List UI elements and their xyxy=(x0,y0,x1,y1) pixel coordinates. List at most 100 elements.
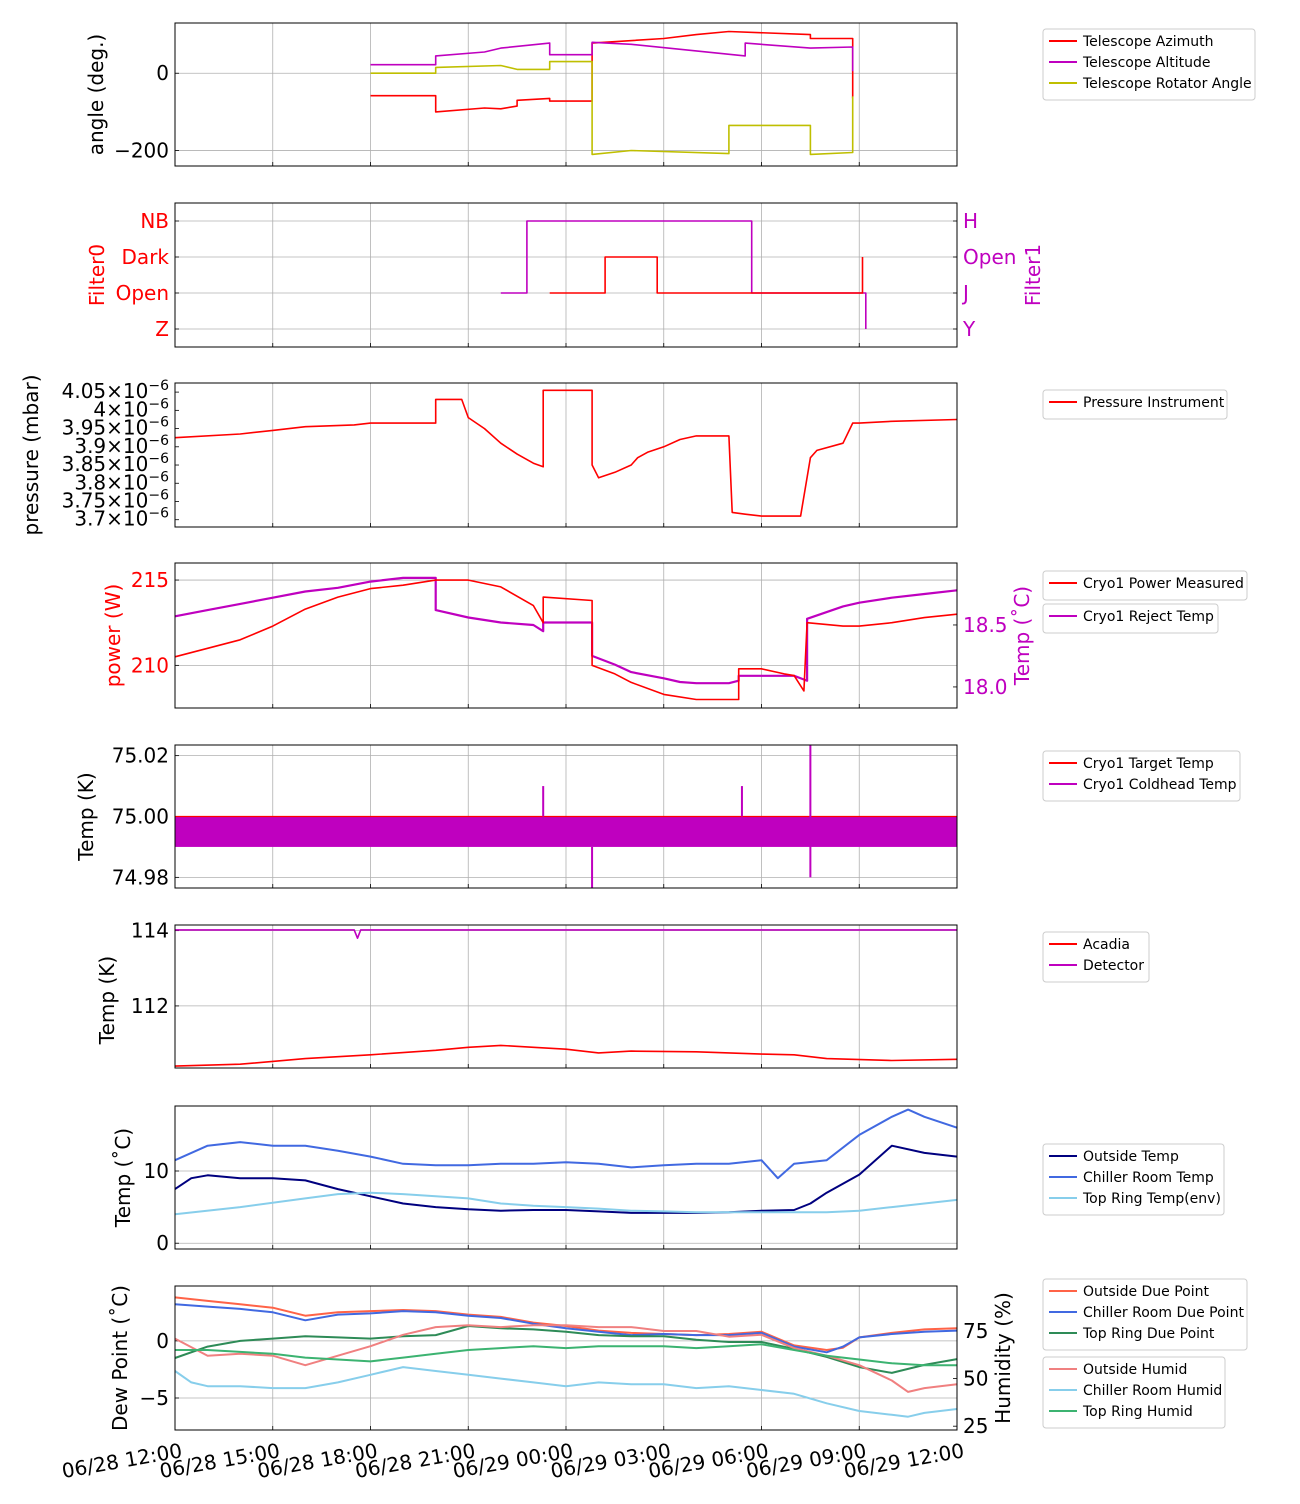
y-tick-label: 4×10−6 xyxy=(93,396,169,421)
axes-frame xyxy=(174,562,958,709)
panel-cryo-power: 210 215 18.0 18.5 power (W) Temp (˚C) Cryo1 Po… xyxy=(101,562,1248,709)
y-axis-label: Temp (K) xyxy=(74,772,98,861)
y-tick-label: 0 xyxy=(156,1329,169,1353)
tick-mantissa: 3.7×10 xyxy=(74,507,148,531)
y-tick-label-filter0: Z xyxy=(155,317,169,341)
legend-label: Cryo1 Power Measured xyxy=(1083,576,1244,592)
series-line-outside-temp xyxy=(174,1144,958,1214)
y-tick-label: −5 xyxy=(140,1386,169,1410)
tick-exponent: −6 xyxy=(148,415,169,431)
y-tick-label: 10 xyxy=(144,1159,169,1183)
tick-exponent: −6 xyxy=(148,396,169,412)
legend-box xyxy=(1042,603,1219,634)
tick-exponent: −6 xyxy=(148,506,169,522)
axes-frame xyxy=(174,1285,958,1431)
legend-label: Telescope Rotator Angle xyxy=(1082,76,1252,92)
series-line-detector xyxy=(175,929,957,940)
y-tick-label-filter1: Y xyxy=(962,317,976,341)
y-tick-label-filter1: J xyxy=(961,281,969,305)
axes-frame xyxy=(174,924,958,1069)
y-axis-label: angle (deg.) xyxy=(84,34,108,156)
series-line-cryo1-power-measured xyxy=(174,579,958,701)
panel-filters: Z Y Open J Dark Open NB H Filter0 Filter1 xyxy=(85,202,1045,348)
tick-mantissa: 4.05×10 xyxy=(62,379,149,403)
y-axis-label-filter0: Filter0 xyxy=(85,244,109,306)
tick-exponent: −6 xyxy=(148,469,169,485)
legend-box xyxy=(1042,28,1256,101)
tick-mantissa: 3.75×10 xyxy=(62,488,149,512)
panel-acadia-detector: 112 114 Temp (K) Acadia Detector xyxy=(95,919,1150,1069)
y-tick-label: 75.02 xyxy=(112,744,169,768)
y-tick-label-temp: 18.0 xyxy=(963,675,1008,699)
axes-frame xyxy=(174,382,958,528)
legend-label: Telescope Azimuth xyxy=(1082,34,1213,50)
y-axis-label-humidity: Humidity (%) xyxy=(991,1292,1015,1424)
y-tick-label-filter0: Open xyxy=(116,281,169,305)
series-line-telescope-azimuth xyxy=(370,30,854,113)
series-line-filter1 xyxy=(500,220,867,329)
y-tick-label: 74.98 xyxy=(112,865,169,889)
legend-box xyxy=(1042,389,1228,420)
panel-dewpoint-humidity: −5 0 25 50 75 Dew Point (˚C) Humidity (%) Outsi… xyxy=(108,1278,1248,1438)
legend-label: Cryo1 Coldhead Temp xyxy=(1083,777,1237,793)
y-axis-label-dewpoint: Dew Point (˚C) xyxy=(108,1285,132,1431)
coldhead-noise-band xyxy=(175,816,957,847)
y-tick-label-humidity: 25 xyxy=(963,1414,988,1438)
y-tick-label-power: 215 xyxy=(131,568,169,592)
y-tick-label-filter0: Dark xyxy=(122,245,170,269)
series-line-outside-humid xyxy=(174,1324,958,1393)
y-tick-label: 3.7×10−6 xyxy=(74,506,169,531)
axes-frame xyxy=(174,22,958,167)
tick-mantissa: 3.9×10 xyxy=(74,434,148,458)
y-tick-label-power: 210 xyxy=(131,653,169,677)
y-tick-label-humidity: 75 xyxy=(963,1319,988,1343)
y-tick-label-filter1: Open xyxy=(963,245,1016,269)
series-line-chiller-room-temp xyxy=(174,1108,958,1180)
tick-exponent: −6 xyxy=(148,487,169,503)
legend-box xyxy=(1042,1278,1248,1351)
series-line-top-ring-humid xyxy=(175,1343,957,1367)
legend-label: Chiller Room Temp xyxy=(1083,1170,1214,1186)
axes-frame xyxy=(174,202,958,348)
y-tick-label: 3.85×10−6 xyxy=(62,451,169,476)
y-tick-label: 3.75×10−6 xyxy=(62,487,169,512)
legend-label: Top Ring Humid xyxy=(1082,1404,1193,1420)
panel-cryo-coldhead: 74.98 75.00 75.02 Temp (K) Cryo1 Target Temp… xyxy=(74,744,1241,889)
y-axis-label-filter1: Filter1 xyxy=(1021,244,1045,306)
axes-frame xyxy=(174,1105,958,1250)
tick-mantissa: 3.8×10 xyxy=(74,470,148,494)
y-tick-label: 112 xyxy=(131,994,169,1018)
series-line-top-ring-temp-env- xyxy=(174,1191,958,1216)
y-tick-label: 4.05×10−6 xyxy=(62,378,169,403)
panel-environment-temps: 0 10 Temp (˚C) Outside Temp Chiller Room Tem… xyxy=(111,1105,1225,1255)
legend-label: Acadia xyxy=(1083,937,1130,953)
y-tick-label-filter1: H xyxy=(963,209,978,233)
y-axis-label-power: power (W) xyxy=(101,584,125,688)
legend-box xyxy=(1042,1143,1225,1216)
legend-label: Pressure Instrument xyxy=(1083,395,1225,411)
legend-label: Telescope Altitude xyxy=(1082,55,1211,71)
y-axis-label: Temp (K) xyxy=(95,956,119,1045)
y-tick-label-humidity: 50 xyxy=(963,1367,988,1391)
legend-label: Cryo1 Reject Temp xyxy=(1083,609,1214,625)
series-line-telescope-altitude xyxy=(370,41,854,72)
tick-exponent: −6 xyxy=(148,451,169,467)
y-tick-label: −200 xyxy=(114,139,169,163)
legend-label: Top Ring Temp(env) xyxy=(1082,1191,1221,1207)
series-line-chiller-room-humid xyxy=(174,1366,958,1418)
y-axis-label: Temp (˚C) xyxy=(111,1128,135,1228)
y-tick-label: 0 xyxy=(156,61,169,85)
legend-label: Outside Temp xyxy=(1083,1149,1179,1165)
y-tick-label: 0 xyxy=(156,1231,169,1255)
legend-label: Chiller Room Due Point xyxy=(1083,1305,1244,1321)
panel-pressure: 3.7×10−63.75×10−63.8×10−63.85×10−63.9×10… xyxy=(19,374,1228,536)
legend-box xyxy=(1042,750,1241,802)
y-tick-label-temp: 18.5 xyxy=(963,613,1008,637)
tick-mantissa: 3.85×10 xyxy=(62,452,149,476)
axes-frame xyxy=(174,744,958,889)
tick-exponent: −6 xyxy=(148,378,169,394)
legend-label: Chiller Room Humid xyxy=(1083,1383,1222,1399)
y-tick-label: 75.00 xyxy=(112,805,169,829)
